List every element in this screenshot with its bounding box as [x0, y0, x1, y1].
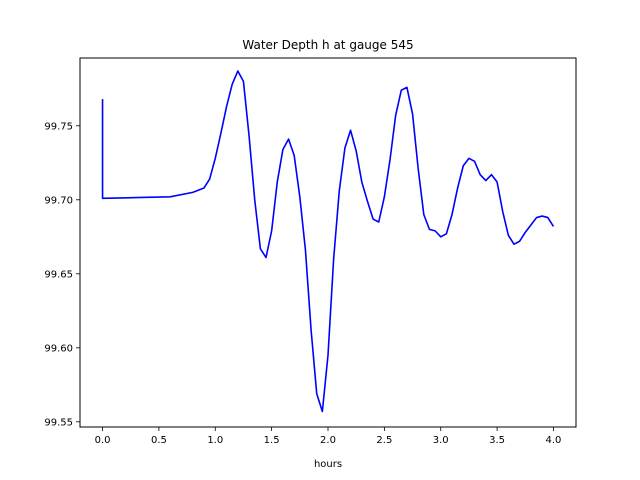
y-tick-label: 99.70	[44, 195, 73, 206]
x-axis-label: hours	[314, 459, 342, 470]
x-tick-label: 1.0	[207, 435, 223, 446]
chart-title: Water Depth h at gauge 545	[242, 38, 413, 52]
x-tick-label: 1.5	[264, 435, 280, 446]
x-tick-label: 2.0	[320, 435, 336, 446]
x-tick-label: 4.0	[546, 435, 562, 446]
x-tick-label: 0.5	[151, 435, 167, 446]
x-tick-label: 3.5	[489, 435, 505, 446]
x-tick-label: 3.0	[433, 435, 449, 446]
y-tick-label: 99.65	[44, 269, 73, 280]
x-axis: 0.0 0.5 1.0 1.5 2.0 2.5 3.0 3.5 4.0	[95, 427, 562, 446]
x-tick-label: 2.5	[376, 435, 392, 446]
y-axis: 99.55 99.60 99.65 99.70 99.75	[44, 121, 80, 428]
y-tick-label: 99.55	[44, 417, 73, 428]
y-tick-label: 99.60	[44, 343, 73, 354]
y-tick-label: 99.75	[44, 121, 73, 132]
plot-frame	[79, 57, 577, 428]
plot-area	[101, 70, 555, 413]
series-line-0	[101, 70, 555, 413]
x-tick-label: 0.0	[95, 435, 111, 446]
